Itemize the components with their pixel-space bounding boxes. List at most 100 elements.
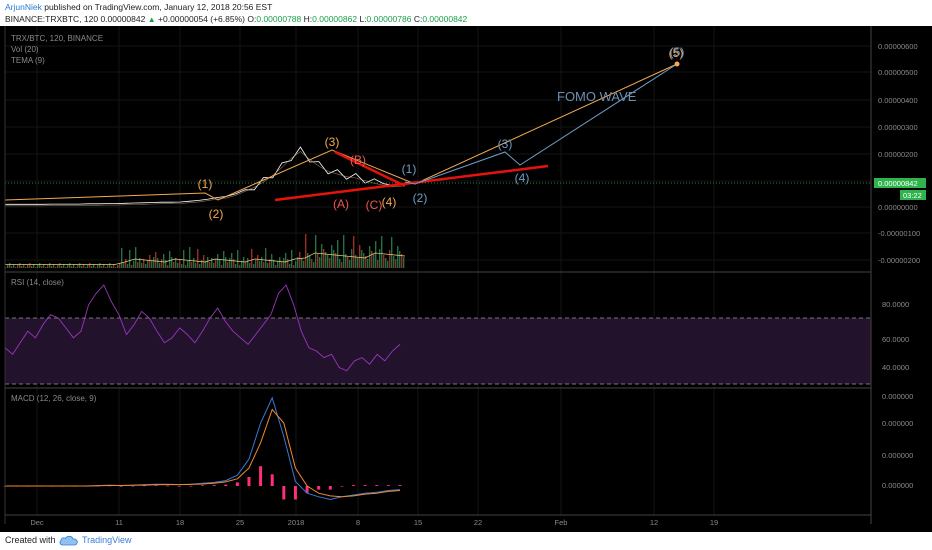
vol-indicator-label[interactable]: Vol (20) <box>11 45 39 54</box>
volume-bar <box>251 249 253 268</box>
macd-hist-bar <box>352 485 356 486</box>
volume-bar <box>119 263 121 268</box>
volume-bar <box>83 264 85 268</box>
volume-bar <box>181 264 183 268</box>
volume-bar <box>123 263 125 268</box>
x-tick-label: 25 <box>236 518 244 527</box>
wave-label-b: (B) <box>350 153 366 167</box>
volume-bar <box>11 266 13 268</box>
volume-bar <box>127 264 129 268</box>
symbol-line: BINANCE:TRXBTC, 120 0.00000842 ▲ +0.0000… <box>5 14 467 24</box>
volume-bar <box>149 255 151 268</box>
volume-bar <box>223 251 225 268</box>
rsi-pane-title[interactable]: RSI (14, close) <box>11 278 64 287</box>
volume-bar <box>33 264 35 268</box>
rsi-line <box>4 284 401 372</box>
open-value: 0.00000788 <box>256 14 302 24</box>
volume-bar <box>267 263 269 268</box>
volume-bar <box>365 256 367 268</box>
volume-bar <box>63 264 65 268</box>
volume-bar <box>159 263 161 268</box>
wave-label-b4: (4) <box>515 171 530 185</box>
volume-bar <box>281 262 283 268</box>
volume-bar <box>233 259 235 268</box>
volume-bar <box>95 267 97 268</box>
volume-bar <box>297 257 299 268</box>
volume-bar <box>321 244 323 268</box>
volume-bars <box>4 234 406 268</box>
volume-bar <box>369 246 371 268</box>
volume-bar <box>351 249 353 268</box>
blue-wave-path <box>404 63 678 185</box>
wave-label-o2: (2) <box>209 207 224 221</box>
volume-bar <box>247 258 249 268</box>
macd-pane-title[interactable]: MACD (12, 26, close, 9) <box>11 394 97 403</box>
rsi-band-fill <box>5 318 871 384</box>
volume-bar <box>327 255 329 268</box>
volume-bar <box>217 254 219 268</box>
macd-hist-bar <box>282 486 286 500</box>
volume-bar <box>221 265 223 268</box>
low-value: 0.00000786 <box>366 14 412 24</box>
volume-bar <box>211 258 213 268</box>
macd-hist-bar <box>201 485 204 486</box>
macd-hist-bar <box>340 486 344 487</box>
volume-bar <box>331 245 333 268</box>
tradingview-brand[interactable]: TradingView <box>82 535 132 545</box>
tema-indicator-label[interactable]: TEMA (9) <box>11 56 45 65</box>
volume-bar <box>385 258 387 268</box>
volume-bar <box>73 264 75 268</box>
signal-line <box>5 408 401 498</box>
volume-bar <box>259 261 261 268</box>
volume-bar <box>303 261 305 268</box>
volume-bar <box>75 267 77 268</box>
macd-hist-bar <box>375 485 379 486</box>
volume-bar <box>55 267 57 268</box>
wave-label-o1: (1) <box>198 177 213 191</box>
wave-label-b5: (5) <box>670 45 685 59</box>
volume-bar <box>191 262 193 268</box>
grid-lines <box>5 26 871 515</box>
volume-bar <box>129 250 131 268</box>
chart-canvas[interactable]: (1)(2)(3)(4)(5)(A)(B)(C)(1)(2)(3)(4)(5) … <box>0 26 932 532</box>
volume-bar <box>31 266 33 268</box>
volume-bar <box>393 256 395 268</box>
volume-bar <box>35 267 37 268</box>
volume-bar <box>285 253 287 268</box>
volume-bar <box>343 235 345 268</box>
volume-bar <box>189 247 191 268</box>
wave-label-o4: (4) <box>382 195 397 209</box>
macd-hist-bar <box>398 485 402 486</box>
macd-tick-label: 0.000000 <box>882 451 913 460</box>
volume-bar <box>45 267 47 268</box>
volume-bar <box>381 236 383 268</box>
volume-bar <box>293 265 295 268</box>
volume-bar <box>215 259 217 268</box>
volume-bar <box>287 259 289 268</box>
author-link[interactable]: ArjunNiek <box>5 2 42 12</box>
volume-bar <box>339 259 341 268</box>
footer: Created with TradingView <box>0 532 932 550</box>
x-tick-label: 2018 <box>288 518 305 527</box>
volume-bar <box>383 255 385 268</box>
macd-hist-bar <box>259 466 263 486</box>
volume-bar <box>205 261 207 268</box>
volume-bar <box>105 267 107 268</box>
volume-bar <box>227 262 229 268</box>
volume-bar <box>81 266 83 268</box>
macd-hist-bar <box>212 485 216 486</box>
volume-bar <box>269 259 271 268</box>
x-tick-label: 8 <box>356 518 360 527</box>
volume-bar <box>345 254 347 268</box>
volume-bar <box>173 262 175 268</box>
macd-hist-bar <box>142 485 146 487</box>
volume-bar <box>235 264 237 268</box>
macd-hist-bar <box>305 486 309 494</box>
chart-background <box>0 26 932 532</box>
volume-bar <box>225 257 227 268</box>
y-tick-label: 0.00000600 <box>878 42 918 51</box>
volume-bar <box>43 264 45 268</box>
volume-bar <box>395 259 397 268</box>
volume-bar <box>203 255 205 268</box>
axes: Dec 11 18 25 2018 8 15 22 Feb 12 19 0.00000600 0.000… <box>4 26 920 527</box>
